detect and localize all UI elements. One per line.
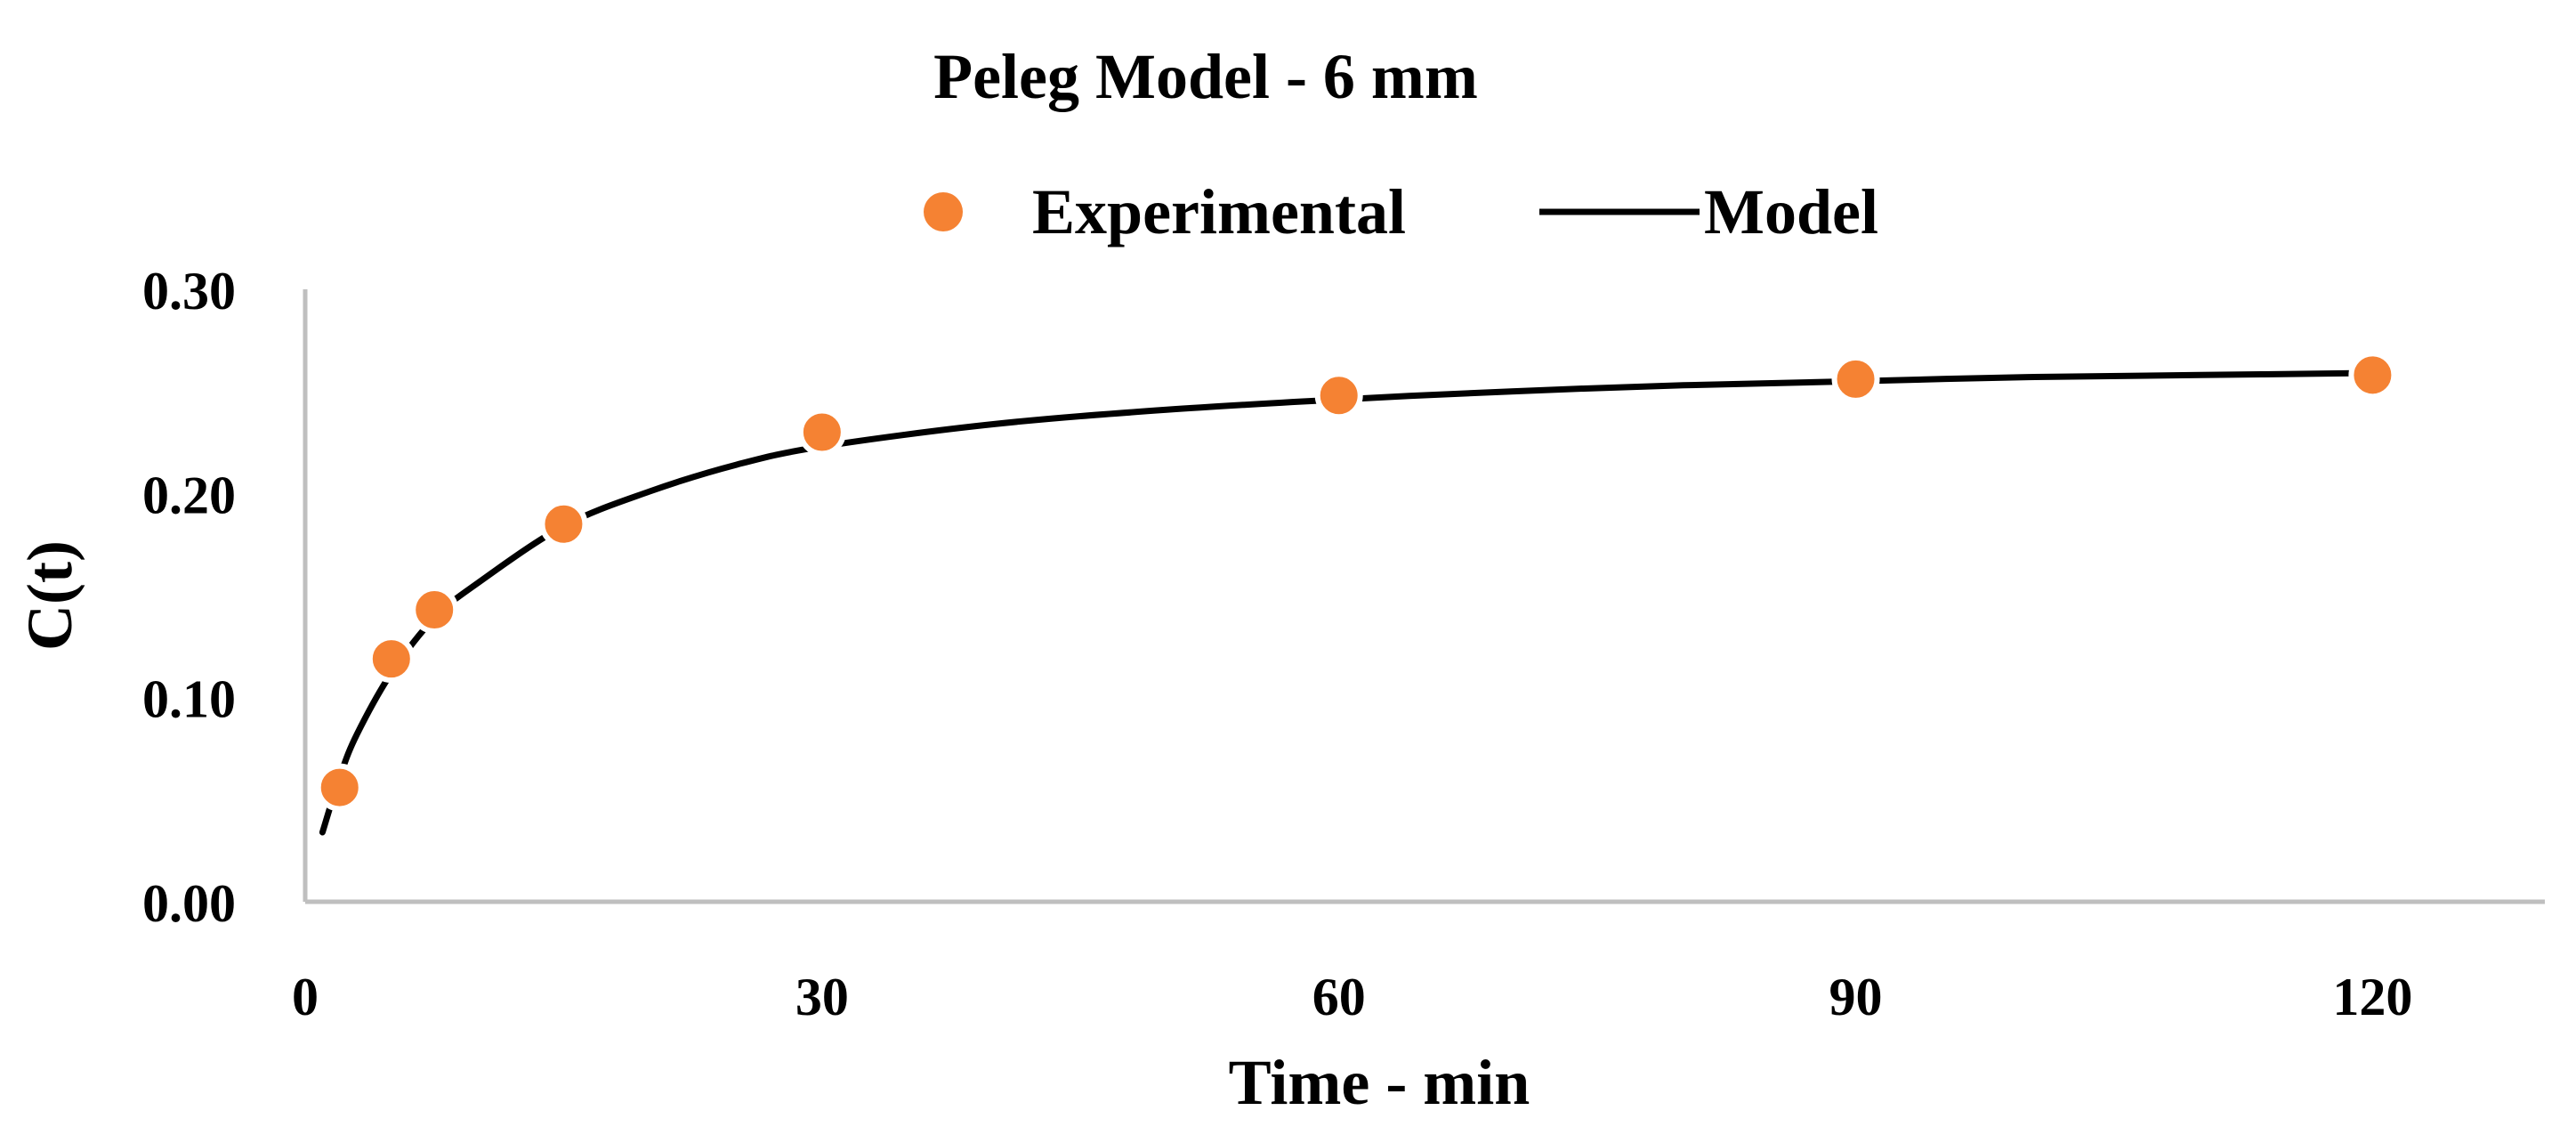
experimental-point (410, 586, 459, 635)
legend: Experimental Model (924, 176, 1878, 247)
y-tick-label: 0.00 (142, 874, 236, 933)
experimental-point (539, 499, 588, 548)
x-tick-label: 90 (1829, 968, 1883, 1026)
experimental-point (367, 635, 416, 684)
chart-title: Peleg Model - 6 mm (933, 41, 1478, 112)
x-tick-label: 0 (292, 968, 319, 1026)
y-tick-label: 0.30 (142, 262, 236, 320)
experimental-point (315, 763, 364, 812)
experimental-point (1314, 371, 1363, 420)
y-tick-labels: 0.00 0.10 0.20 0.30 (142, 262, 236, 933)
experimental-point (2348, 351, 2397, 400)
legend-model-label: Model (1704, 176, 1878, 247)
legend-experimental-label: Experimental (1032, 176, 1406, 247)
experimental-point (797, 408, 846, 457)
legend-experimental-marker (924, 192, 963, 231)
y-axis-label: C(t) (14, 540, 85, 651)
x-tick-labels: 0 30 60 90 120 (292, 968, 2412, 1026)
y-tick-label: 0.20 (142, 466, 236, 524)
model-line (319, 369, 2376, 836)
y-tick-label: 0.10 (142, 670, 236, 729)
x-tick-label: 60 (1312, 968, 1366, 1026)
x-tick-label: 120 (2332, 968, 2412, 1026)
x-axis-label: Time - min (1229, 1047, 1530, 1118)
experimental-point (1831, 354, 1880, 403)
x-tick-label: 30 (795, 968, 849, 1026)
experimental-points (315, 351, 2397, 812)
